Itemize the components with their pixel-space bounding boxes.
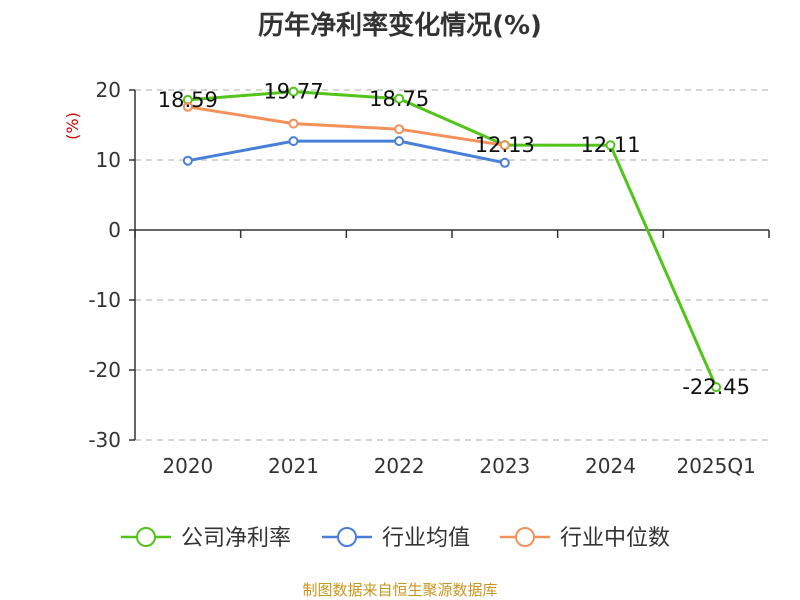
y-tick-label: 10 [96,148,121,172]
legend-marker [337,527,357,547]
legend-item-0[interactable]: 公司净利率 [121,526,291,551]
x-tick-label: 2025Q1 [676,454,755,478]
data-label: -22.45 [682,375,750,399]
y-axis-label: (%) [63,112,82,140]
series-group [182,86,722,393]
data-point [499,140,510,151]
legend-marker [136,527,156,547]
data-point [288,136,299,147]
data-labels: 18.59 19.77 18.75 12.13 12.11 -22.45 [158,80,750,400]
legend-item-2[interactable]: 行业中位数 [500,526,670,551]
data-point [288,86,299,97]
x-tick-label: 2023 [479,454,530,478]
y-tick-label: 20 [96,78,121,102]
axes: 20 10 0 -10 -20 -30 2020 2021 2022 2023 2024 2025Q1 [88,78,770,478]
y-tick-label: 0 [108,218,121,242]
y-tick-label: -30 [88,428,121,452]
data-point [499,157,510,168]
legend-label: 行业中位数 [560,526,670,551]
series-line-2 [187,105,506,147]
legend-label: 行业均值 [382,526,470,551]
legend[interactable]: 公司净利率 行业均值 行业中位数 [121,526,670,551]
data-point [394,124,405,135]
data-point [394,136,405,147]
legend-marker [515,527,535,547]
y-tick-label: -10 [88,288,121,312]
x-tick-label: 2021 [268,454,319,478]
data-label: 12.13 [475,133,535,157]
series-line-1 [187,139,506,165]
legend-item-1[interactable]: 行业均值 [322,526,470,551]
grid-lines [135,89,769,441]
data-point [394,93,405,104]
data-point [182,101,193,112]
series-line-0 [187,90,718,388]
data-label: 12.11 [580,133,640,157]
data-point [288,118,299,129]
y-tick-label: -20 [88,358,121,382]
x-tick-label: 2022 [374,454,425,478]
x-tick-label: 2020 [162,454,213,478]
data-label: 18.59 [158,88,218,112]
data-label: 19.77 [263,80,323,104]
data-point [182,155,193,166]
data-point [711,382,722,393]
source-note: 制图数据来自恒生聚源数据库 [302,581,497,599]
data-point [605,140,616,151]
chart-title: 历年净利率变化情况(%) [258,10,542,41]
data-label: 18.75 [369,87,429,111]
legend-label: 公司净利率 [181,526,291,551]
x-tick-label: 2024 [585,454,636,478]
